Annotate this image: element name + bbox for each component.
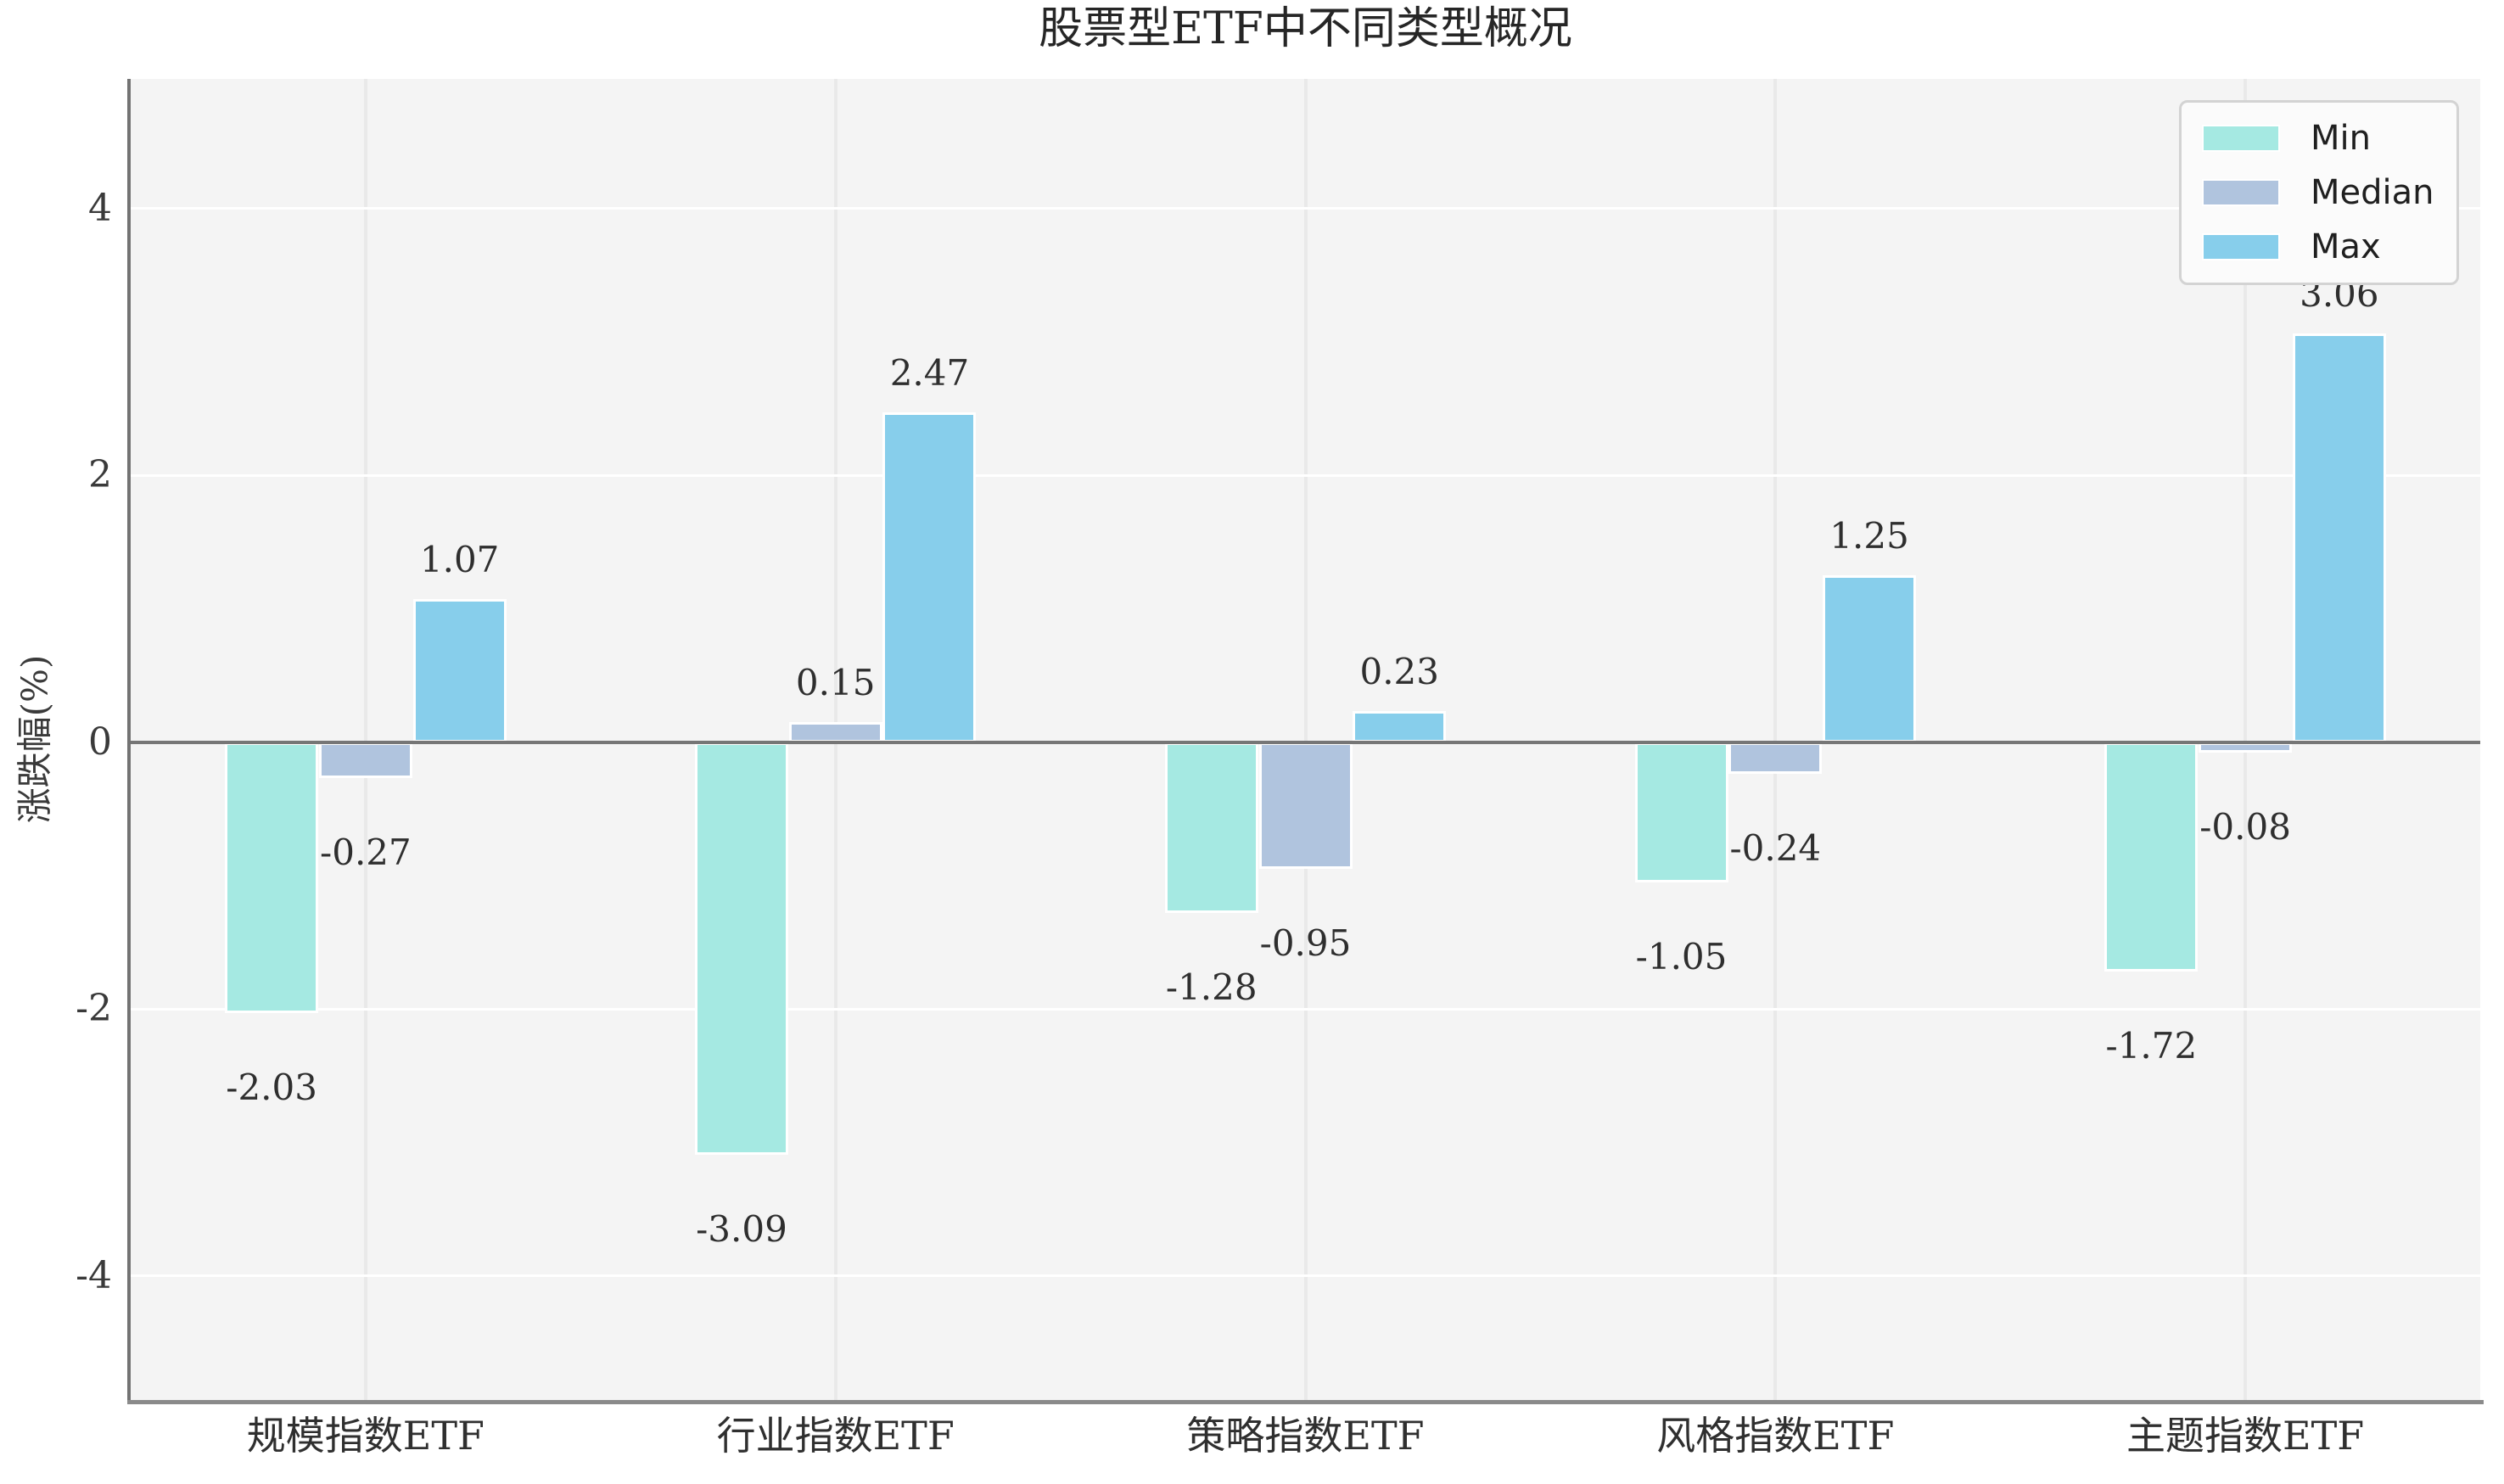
bar-max-2 (882, 412, 977, 742)
bar-median-3 (1258, 742, 1353, 870)
y-tick-label-0: 0 (88, 720, 112, 764)
bar-value-label-median-1: -0.27 (320, 832, 412, 874)
zero-axis-line (131, 740, 2480, 744)
horizontal-gridline (131, 473, 2480, 477)
y-tick-label--2: -2 (76, 987, 112, 1031)
bar-value-label-max-1: 1.07 (419, 539, 500, 581)
y-tick-label-2: 2 (88, 453, 112, 497)
y-tick-label-4: 4 (88, 186, 112, 230)
horizontal-gridline (131, 1007, 2480, 1011)
legend-label-median: Median (2311, 173, 2434, 212)
bar-value-label-min-1: -2.03 (226, 1066, 317, 1108)
bar-min-4 (1634, 742, 1728, 882)
bar-value-label-min-5: -1.72 (2105, 1025, 2198, 1067)
bar-value-label-median-2: 0.15 (795, 662, 876, 704)
bar-value-label-min-4: -1.05 (1635, 935, 1728, 977)
y-axis-spine (127, 79, 131, 1404)
bar-min-1 (225, 742, 319, 1013)
legend-label-min: Min (2311, 119, 2371, 158)
x-tick-label-2: 行业指数ETF (716, 1413, 955, 1459)
vertical-gridline (363, 79, 367, 1400)
bar-value-label-median-4: -0.24 (1729, 827, 1822, 870)
x-tick-label-4: 风格指数ETF (1656, 1413, 1895, 1459)
x-tick-label-5: 主题指数ETF (2126, 1413, 2365, 1459)
bar-min-3 (1164, 742, 1258, 913)
horizontal-gridline (131, 207, 2480, 210)
y-tick-label--4: -4 (76, 1253, 112, 1297)
bar-min-2 (694, 742, 788, 1155)
legend-swatch-median (2202, 179, 2280, 206)
legend: Min Median Max (2179, 100, 2459, 285)
bar-max-1 (412, 599, 507, 742)
horizontal-gridline (131, 1274, 2480, 1278)
legend-item-max: Max (2202, 220, 2436, 274)
chart-title: 股票型ETF中不同类型概况 (1039, 3, 1572, 54)
plot-area (131, 79, 2480, 1400)
bar-value-label-min-3: -1.28 (1165, 966, 1258, 1008)
x-axis-spine (127, 1400, 2484, 1404)
bar-median-4 (1728, 742, 1823, 775)
legend-item-median: Median (2202, 165, 2436, 220)
bar-median-2 (788, 722, 882, 742)
bar-max-4 (1823, 575, 1917, 742)
x-tick-label-3: 策略指数ETF (1186, 1413, 1425, 1459)
legend-swatch-min (2202, 125, 2280, 152)
bar-value-label-max-3: 0.23 (1359, 651, 1439, 693)
bar-value-label-median-3: -0.95 (1259, 922, 1352, 965)
vertical-gridline (1773, 79, 1778, 1400)
bar-max-5 (2292, 333, 2386, 742)
x-tick-label-1: 规模指数ETF (246, 1413, 485, 1459)
bar-median-1 (318, 742, 412, 779)
bar-value-label-max-4: 1.25 (1829, 515, 1909, 557)
bar-max-3 (1353, 711, 1447, 742)
bar-value-label-min-2: -3.09 (696, 1207, 787, 1250)
legend-swatch-max (2202, 233, 2280, 260)
vertical-gridline (1303, 79, 1308, 1400)
legend-item-min: Min (2202, 111, 2436, 165)
vertical-gridline (2244, 79, 2248, 1400)
legend-label-max: Max (2311, 227, 2381, 266)
bar-min-5 (2104, 742, 2199, 972)
bar-value-label-median-5: -0.08 (2199, 806, 2291, 848)
bar-value-label-max-2: 2.47 (889, 352, 970, 395)
